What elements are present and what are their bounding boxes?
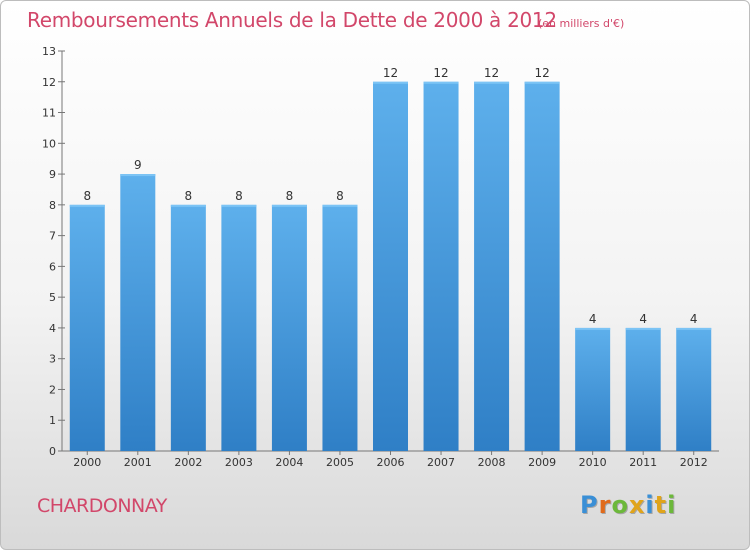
x-tick-label: 2012 — [680, 456, 708, 469]
y-tick-label: 2 — [49, 383, 56, 396]
x-tick-label: 2007 — [427, 456, 455, 469]
bar-2003 — [221, 204, 257, 451]
bar-2011 — [625, 327, 661, 451]
x-tick-label: 2006 — [377, 456, 405, 469]
bar-top-highlight — [423, 81, 459, 84]
bar-top-highlight — [575, 327, 611, 330]
logo-letter: x — [628, 491, 646, 519]
data-label: 9 — [134, 158, 142, 172]
data-label: 12 — [383, 66, 398, 80]
bar-2009 — [524, 81, 560, 452]
bar-2012 — [676, 327, 712, 451]
y-tick-label: 1 — [49, 414, 56, 427]
bar-2005 — [322, 204, 358, 451]
bar-top-highlight — [120, 174, 156, 177]
bar-top-highlight — [524, 81, 560, 84]
bar-2007 — [423, 81, 459, 452]
bar-2001 — [120, 174, 156, 452]
x-tick-label: 2003 — [225, 456, 253, 469]
logo-letter: o — [611, 491, 629, 519]
bar-top-highlight — [170, 204, 206, 207]
y-tick-label: 6 — [49, 260, 56, 273]
bar-top-highlight — [474, 81, 510, 84]
bar-2010 — [575, 327, 611, 451]
x-tick-label: 2000 — [73, 456, 101, 469]
x-tick-label: 2009 — [528, 456, 556, 469]
x-tick-label: 2002 — [174, 456, 202, 469]
x-tick-label: 2008 — [478, 456, 506, 469]
data-label: 12 — [534, 66, 549, 80]
data-label: 8 — [286, 189, 294, 203]
commune-name: CHARDONNAY — [37, 495, 167, 517]
y-tick-label: 4 — [49, 322, 56, 335]
x-tick-label: 2004 — [275, 456, 303, 469]
bar-top-highlight — [221, 204, 257, 207]
bar-2002 — [170, 204, 206, 451]
data-label: 8 — [235, 189, 243, 203]
data-label: 12 — [433, 66, 448, 80]
y-tick-label: 12 — [42, 76, 56, 89]
chart-title: Remboursements Annuels de la Dette de 20… — [27, 8, 557, 32]
y-tick-label: 10 — [42, 137, 56, 150]
x-tick-label: 2001 — [124, 456, 152, 469]
x-tick-label: 2010 — [579, 456, 607, 469]
data-label: 8 — [185, 189, 193, 203]
logo-letter: P — [580, 491, 599, 519]
y-tick-label: 9 — [49, 168, 56, 181]
data-label: 4 — [639, 312, 647, 326]
bar-2000 — [69, 204, 105, 451]
data-label: 12 — [484, 66, 499, 80]
chart-unit: (en milliers d'€) — [538, 17, 625, 30]
data-label: 8 — [336, 189, 344, 203]
logo-letter: i — [645, 491, 655, 519]
logo-letter: t — [654, 491, 668, 519]
data-label: 4 — [589, 312, 597, 326]
x-tick-label: 2005 — [326, 456, 354, 469]
x-tick-label: 2011 — [629, 456, 657, 469]
y-tick-label: 3 — [49, 353, 56, 366]
bar-top-highlight — [271, 204, 307, 207]
y-tick-label: 7 — [49, 230, 56, 243]
bar-2006 — [373, 81, 408, 452]
y-tick-label: 11 — [42, 107, 56, 120]
y-tick-label: 8 — [49, 199, 56, 212]
data-label: 4 — [690, 312, 698, 326]
logo-letter: i — [667, 491, 677, 519]
bar-2004 — [271, 204, 307, 451]
proxiti-logo: Proxiti — [580, 491, 676, 519]
bar-top-highlight — [69, 204, 105, 207]
bar-top-highlight — [676, 327, 712, 330]
bar-2008 — [474, 81, 510, 452]
bar-top-highlight — [322, 204, 358, 207]
data-label: 8 — [83, 189, 91, 203]
bar-top-highlight — [373, 81, 408, 84]
y-tick-label: 13 — [42, 45, 56, 58]
logo-letter: r — [598, 491, 612, 519]
y-tick-label: 5 — [49, 291, 56, 304]
bar-top-highlight — [625, 327, 661, 330]
y-tick-label: 0 — [49, 445, 56, 458]
